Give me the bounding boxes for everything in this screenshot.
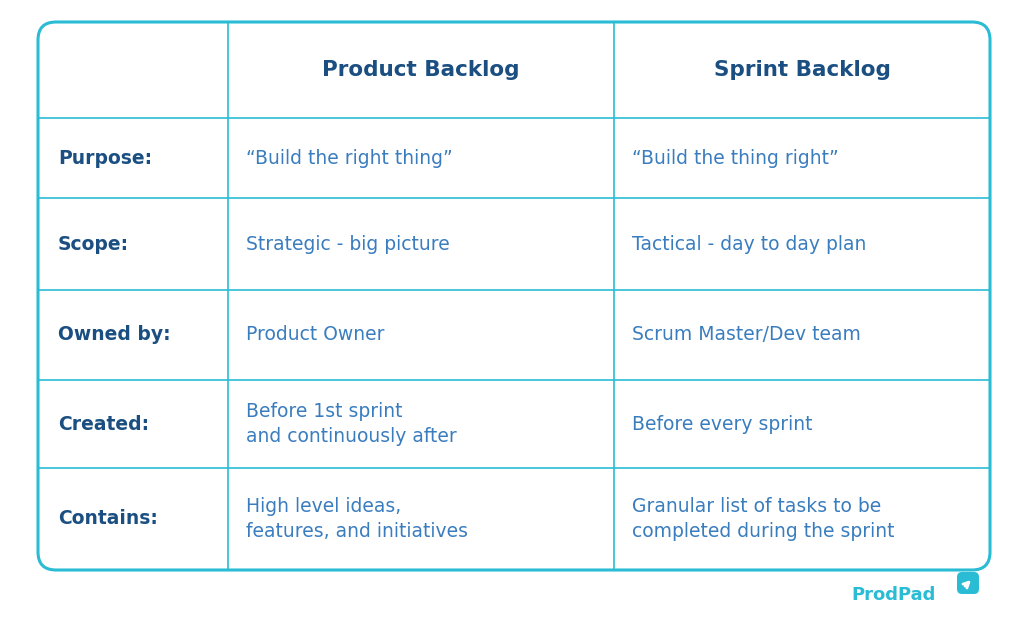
FancyBboxPatch shape: [38, 22, 990, 570]
Text: “Build the thing right”: “Build the thing right”: [632, 149, 839, 168]
Text: Granular list of tasks to be
completed during the sprint: Granular list of tasks to be completed d…: [632, 497, 895, 541]
Text: Sprint Backlog: Sprint Backlog: [714, 60, 891, 80]
Text: High level ideas,
features, and initiatives: High level ideas, features, and initiati…: [246, 497, 468, 541]
Text: Product Backlog: Product Backlog: [323, 60, 520, 80]
Text: Created:: Created:: [58, 415, 150, 433]
Text: “Build the right thing”: “Build the right thing”: [246, 149, 453, 168]
Text: Before every sprint: Before every sprint: [632, 415, 812, 433]
Text: ProdPad: ProdPad: [852, 586, 936, 604]
Text: Purpose:: Purpose:: [58, 149, 153, 168]
Text: Scrum Master/Dev team: Scrum Master/Dev team: [632, 326, 861, 345]
FancyBboxPatch shape: [957, 572, 979, 594]
Text: Owned by:: Owned by:: [58, 326, 171, 345]
Text: Tactical - day to day plan: Tactical - day to day plan: [632, 235, 866, 254]
Text: Scope:: Scope:: [58, 235, 129, 254]
Text: Strategic - big picture: Strategic - big picture: [246, 235, 450, 254]
Text: Contains:: Contains:: [58, 509, 158, 529]
Text: Before 1st sprint
and continuously after: Before 1st sprint and continuously after: [246, 402, 457, 446]
Text: Product Owner: Product Owner: [246, 326, 384, 345]
